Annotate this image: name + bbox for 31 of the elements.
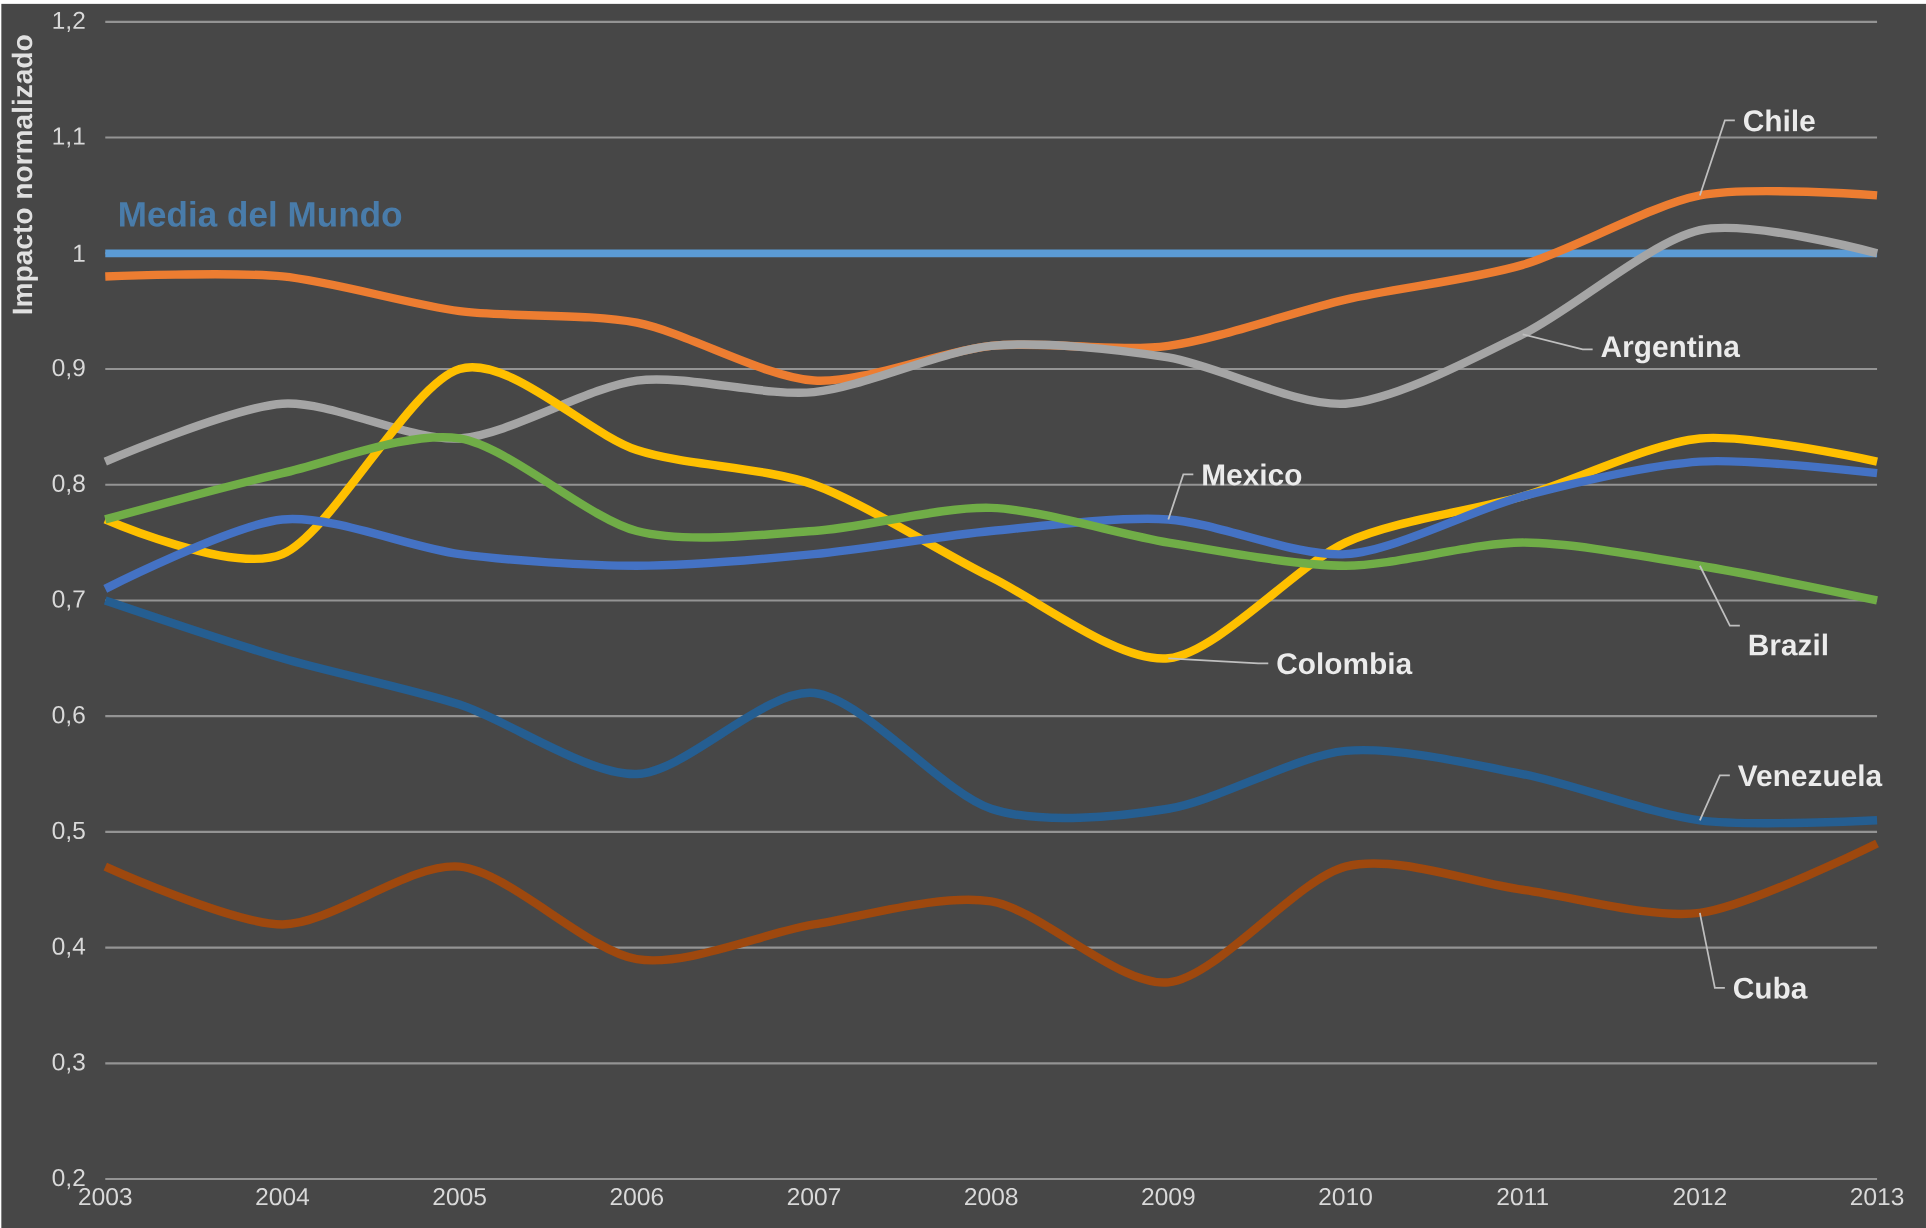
- series-label: Brazil: [1749, 633, 1827, 656]
- x-tick-label: 2003: [79, 1187, 132, 1206]
- y-tick-label: 0,4: [52, 937, 86, 958]
- y-tick-label: 1,2: [53, 11, 85, 32]
- y-tick-label: 0,7: [52, 590, 85, 611]
- y-tick-label: 0,2: [52, 1168, 85, 1190]
- x-tick-label: 2011: [1497, 1187, 1548, 1206]
- y-tick-label: 1,1: [53, 127, 85, 148]
- series-label: Mexico: [1203, 463, 1302, 486]
- x-tick-label: 2006: [610, 1187, 664, 1206]
- y-tick-label: 0,3: [52, 1053, 85, 1074]
- text: Chile: [1743, 109, 1815, 132]
- y-tick-label: 0,9: [52, 358, 85, 380]
- x-tick-label: 2008: [965, 1187, 1018, 1206]
- y-tick-label: 0,5: [52, 821, 85, 843]
- text: Cuba: [1733, 976, 1808, 999]
- series-label: Venezuela: [1737, 764, 1883, 787]
- x-tick-label: 2009: [1142, 1187, 1195, 1206]
- y-tick-label: 1: [74, 244, 85, 262]
- ref-line-label: Media del Mundo: [120, 201, 402, 227]
- x-tick-label: 2004: [256, 1187, 310, 1206]
- x-tick-label: 2005: [433, 1187, 486, 1206]
- y-tick-label: 0,8: [52, 474, 85, 495]
- x-tick-label: 2007: [787, 1187, 841, 1206]
- x-tick-label: 2010: [1319, 1187, 1372, 1206]
- x-tick-label: 2013: [1850, 1187, 1904, 1206]
- y-axis-title: Impacto normalizado: [11, 35, 38, 314]
- series-label: Argentina: [1601, 335, 1741, 364]
- series-label: Colombia: [1277, 652, 1413, 675]
- x-tick-label: 2012: [1673, 1187, 1726, 1206]
- y-tick-label: 0,6: [52, 706, 85, 727]
